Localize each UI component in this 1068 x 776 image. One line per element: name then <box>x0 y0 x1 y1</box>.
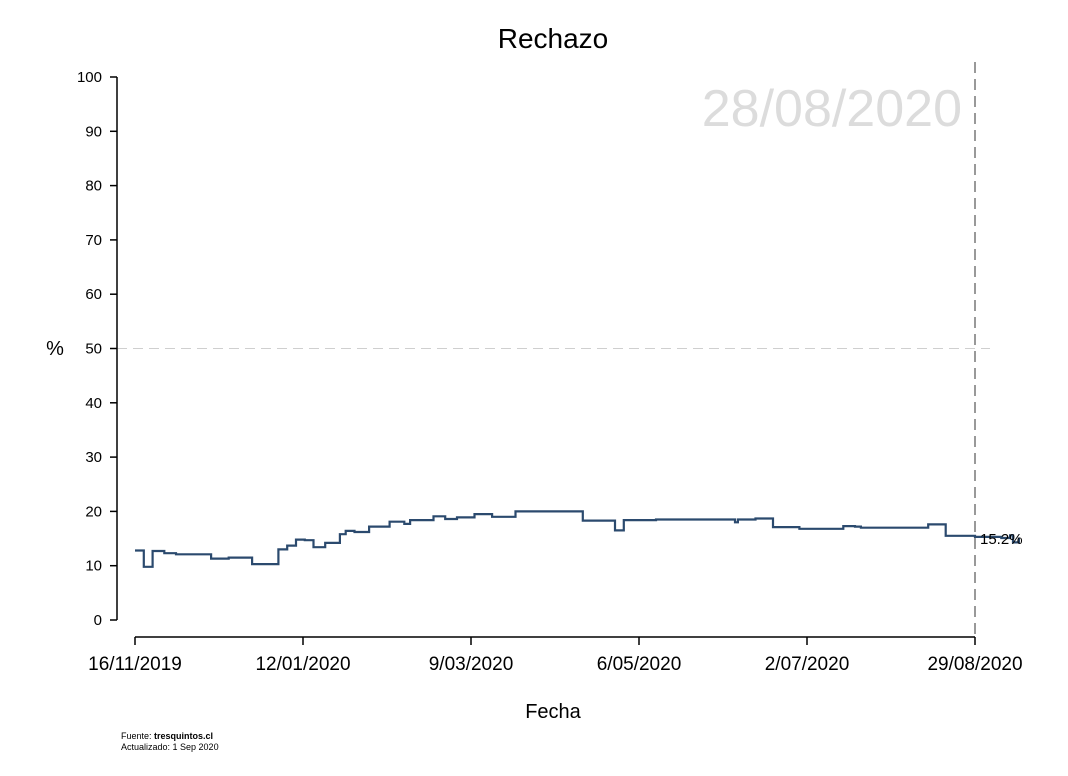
x-tick-label: 2/07/2020 <box>765 654 850 675</box>
series-line-rechazo <box>135 510 1020 568</box>
date-watermark: 28/08/2020 <box>702 80 962 138</box>
source-line: Fuente: tresquintos.cl <box>121 731 219 742</box>
y-tick-label: 0 <box>94 612 102 629</box>
x-tick-label: 9/03/2020 <box>429 654 514 675</box>
updated-line: Actualizado: 1 Sep 2020 <box>121 742 219 752</box>
reference-lines <box>117 62 990 640</box>
x-tick-label: 6/05/2020 <box>597 654 682 675</box>
y-tick-label: 60 <box>85 286 102 303</box>
chart-title: Rechazo <box>498 23 609 54</box>
source-prefix: Fuente: <box>121 731 152 741</box>
footer: Fuente: tresquintos.cl Actualizado: 1 Se… <box>121 731 219 753</box>
y-tick-label: 70 <box>85 232 102 249</box>
y-tick-label: 20 <box>85 503 102 520</box>
y-tick-label: 80 <box>85 178 102 195</box>
y-axis: 0 10 20 30 40 50 60 70 80 90 100 <box>77 69 118 629</box>
y-tick-label: 100 <box>77 69 102 86</box>
x-tick-label: 29/08/2020 <box>927 654 1022 675</box>
y-tick-label: 10 <box>85 558 102 575</box>
y-tick-label: 50 <box>85 341 102 358</box>
y-tick-label: 90 <box>85 123 102 140</box>
source-name: tresquintos.cl <box>154 731 214 741</box>
x-tick-label: 16/11/2019 <box>88 654 182 675</box>
x-axis-label: Fecha <box>525 701 581 723</box>
y-tick-label: 40 <box>85 395 102 412</box>
y-axis-label: % <box>46 338 64 360</box>
x-axis: 16/11/2019 12/01/2020 9/03/2020 6/05/2020 2/… <box>88 636 1023 675</box>
x-tick-label: 12/01/2020 <box>255 654 350 675</box>
y-tick-label: 30 <box>85 449 102 466</box>
end-value-label: 15.2% <box>980 531 1023 548</box>
